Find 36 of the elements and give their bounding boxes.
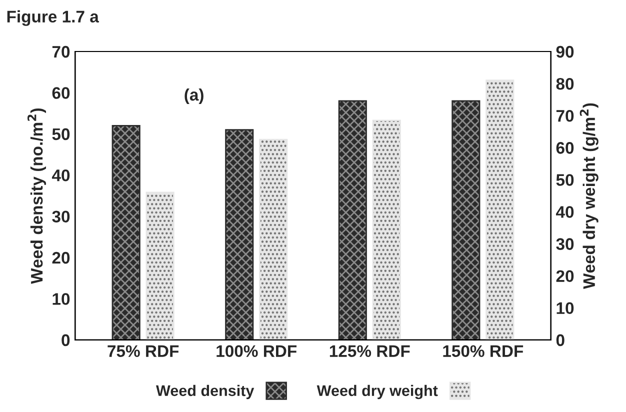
bar: [259, 138, 288, 340]
y2-tick-label: 90: [556, 46, 574, 58]
chart-title: Figure 1.7 a: [7, 10, 99, 26]
y-tick-label: 70: [52, 46, 70, 58]
y2-tick-label: 10: [556, 302, 574, 314]
y2-tick-label: 0: [556, 334, 564, 346]
x-tick-label: 150% RDF: [443, 345, 524, 358]
bar: [225, 129, 254, 340]
legend-label: Weed density: [156, 384, 254, 400]
y-tick-label: 10: [52, 293, 70, 305]
y2-tick-label: 20: [556, 270, 574, 282]
bar: [452, 100, 480, 340]
bar: [372, 120, 401, 340]
bar: [146, 192, 174, 340]
y2-tick-label: 70: [556, 110, 574, 122]
legend-label: Weed dry weight: [316, 384, 438, 400]
bar: [486, 80, 514, 340]
bar: [338, 100, 367, 340]
y-tick-label: 50: [52, 128, 70, 140]
y2-tick-label: 30: [556, 238, 574, 250]
x-tick-label: 75% RDF: [108, 345, 179, 358]
y-tick-label: 30: [52, 210, 70, 223]
y2-tick-label: 50: [556, 174, 574, 186]
y2-tick-label: 40: [556, 206, 574, 218]
y-tick-label: 60: [52, 87, 70, 99]
y-tick-label: 20: [52, 252, 70, 264]
y2-tick-label: 80: [556, 78, 574, 90]
x-tick-label: 100% RDF: [216, 345, 297, 358]
x-tick-label: 125% RDF: [330, 345, 410, 358]
y-tick-label: 40: [52, 170, 70, 182]
y2-axis-title: Weed dry weight (g/m$^{2}$): [580, 103, 598, 290]
y-tick-label: 0: [62, 334, 70, 346]
bar: [112, 124, 140, 340]
y-axis-title: Weed density (no./m$^{2}$): [28, 108, 46, 284]
y2-tick-label: 60: [556, 142, 574, 154]
annotation: (a): [184, 88, 204, 104]
